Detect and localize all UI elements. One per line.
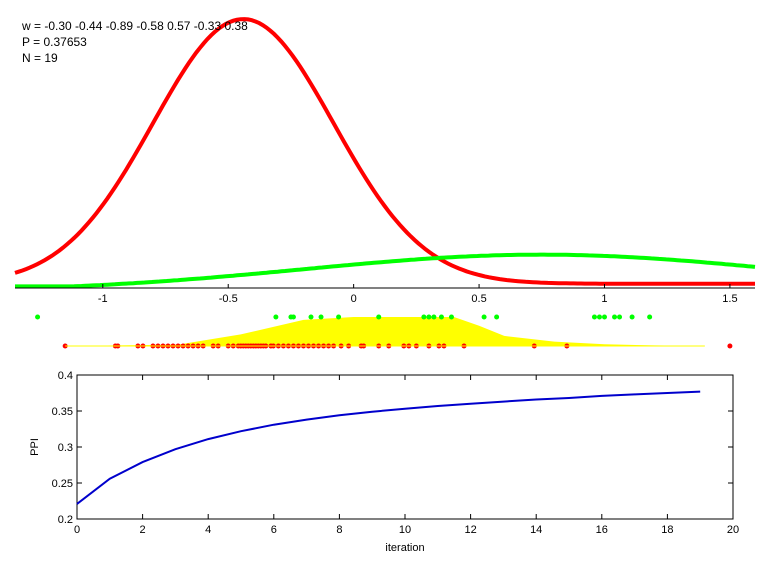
green-sample-point [376,314,382,320]
green-sample-point [290,314,296,320]
density-x-tick-label: 0 [351,293,357,305]
red-sample-point [727,343,733,349]
green-sample-point [336,314,342,320]
green-sample-point [647,314,653,320]
green-sample-point [617,314,623,320]
green-sample-point [629,314,635,320]
red-samples [62,343,733,349]
ppi-x-tick-label: 20 [727,524,739,536]
green-sample-point [481,314,487,320]
ppi-x-tick-label: 10 [399,524,411,536]
density-x-tick-label: 0.5 [471,293,486,305]
ppi-x-tick-label: 2 [140,524,146,536]
green-sample-point [308,314,314,320]
green-sample-point [426,314,432,320]
ppi-x-tick-label: 4 [205,524,211,536]
ppi-y-tick-label: 0.35 [52,406,73,418]
ppi-plot-frame [76,374,734,520]
count-text: N = 19 [22,51,58,65]
density-plot: -1 -0.5 0 0.5 1 1.5 w = -0.30 -0.44 -0.89 -0.… [14,17,756,305]
density-x-tick-label: 1.5 [722,293,737,305]
green-sample-point [494,314,500,320]
green-density-curve [15,252,756,289]
green-sample-point [448,314,454,320]
density-x-tick-label: 1 [601,293,607,305]
green-sample-point [438,314,444,320]
ppi-x-tick-label: 0 [74,524,80,536]
green-sample-point [318,314,324,320]
ppi-x-tick-label: 16 [596,524,608,536]
samples-strip [35,314,733,349]
ppi-y-tick-label: 0.2 [58,514,73,526]
green-samples [35,314,653,320]
density-x-tick-label: -0.5 [219,293,238,305]
red-density-curve [14,17,755,286]
x-axis-label: iteration [385,542,424,554]
ppi-plot: 0 2 4 6 8 10 12 14 16 18 20 0.2 0.25 0.3 0.35 0.4 itera… [29,370,739,554]
ppi-x-tick-label: 14 [530,524,542,536]
ppi-x-tick-label: 8 [336,524,342,536]
green-sample-point [596,314,602,320]
yellow-band [65,317,705,346]
green-sample-point [35,314,41,320]
ppi-x-tick-label: 12 [464,524,476,536]
green-sample-point [421,314,427,320]
green-sample-point [591,314,597,320]
ppi-y-tick-label: 0.25 [52,478,73,490]
y-axis-label: PPI [29,438,41,456]
ppi-x-tick-label: 6 [271,524,277,536]
green-sample-point [273,314,279,320]
ppi-x-tick-label: 18 [661,524,673,536]
ppi-y-tick-label: 0.4 [58,370,73,382]
ppi-y-tick-label: 0.3 [58,442,73,454]
ppi-line [76,390,701,505]
green-sample-point [612,314,618,320]
density-x-tick-label: -1 [98,293,108,305]
green-sample-point [601,314,607,320]
probability-text: P = 0.37653 [22,35,87,49]
weights-text: w = -0.30 -0.44 -0.89 -0.58 0.57 -0.33 0… [21,19,248,33]
green-sample-point [431,314,437,320]
